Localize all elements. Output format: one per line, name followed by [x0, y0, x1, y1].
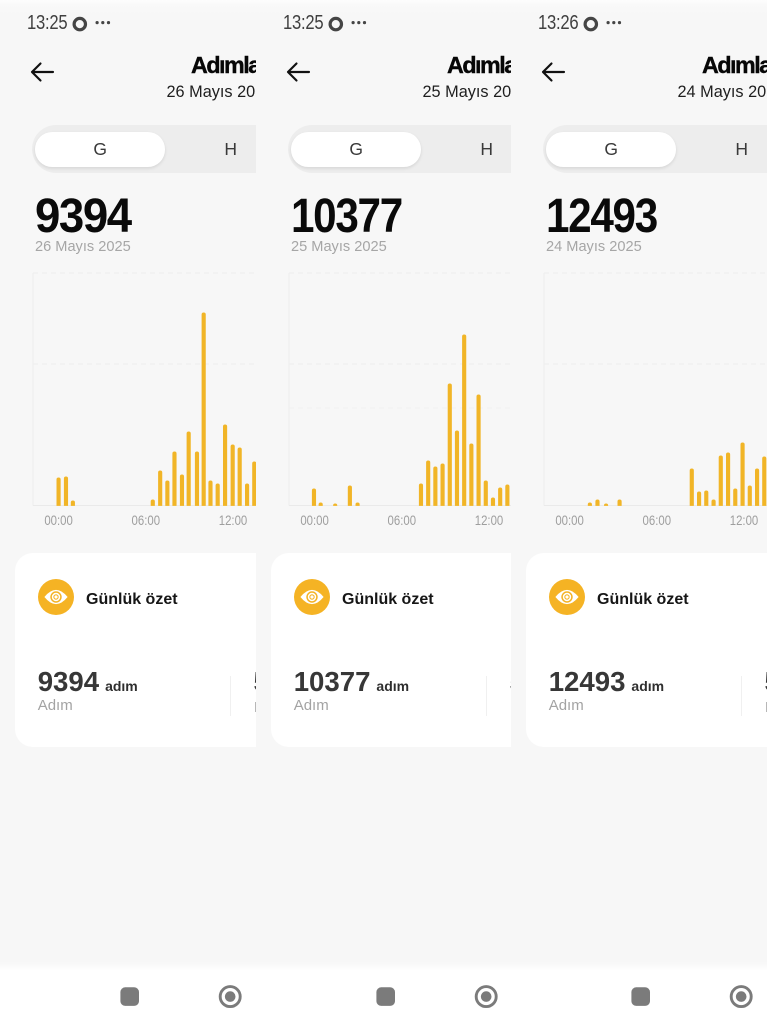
svg-text:12:00: 12:00: [219, 512, 248, 528]
svg-text:12:00: 12:00: [730, 512, 759, 528]
svg-text:12:00: 12:00: [474, 512, 503, 528]
svg-text:00:00: 00:00: [44, 512, 73, 528]
svg-text:00:00: 00:00: [300, 512, 329, 528]
svg-text:06:00: 06:00: [387, 512, 416, 528]
svg-text:00:00: 00:00: [556, 512, 585, 528]
svg-text:06:00: 06:00: [132, 512, 161, 528]
svg-text:06:00: 06:00: [643, 512, 672, 528]
